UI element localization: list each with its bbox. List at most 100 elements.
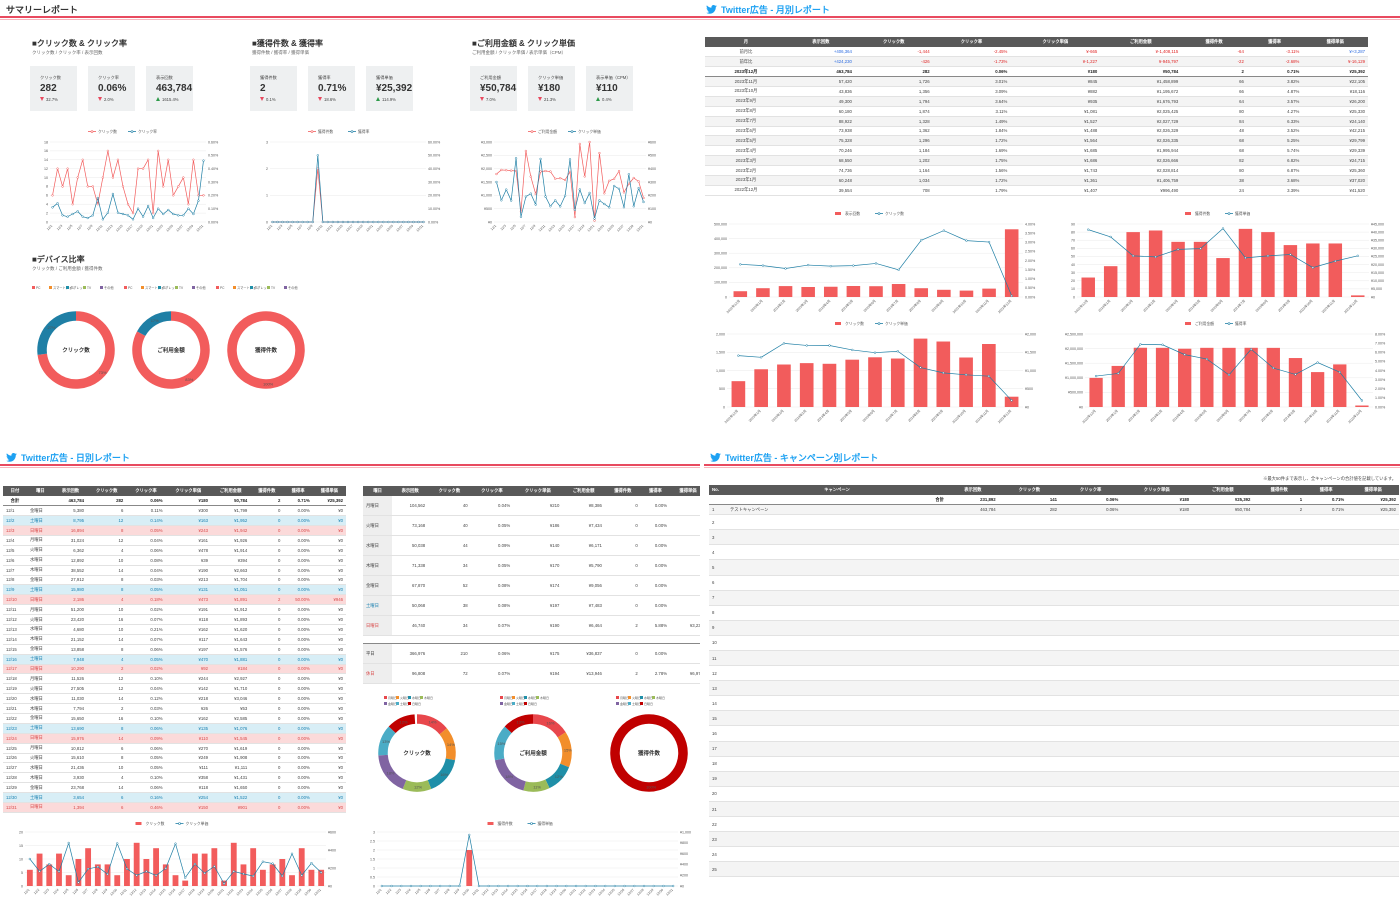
y-tick-label: 10 (19, 857, 23, 861)
table-cell (1121, 786, 1193, 802)
table-cell: 80 (1181, 106, 1247, 117)
table-cell: 12/20 (3, 693, 27, 705)
table-cell: 0.05% (126, 654, 166, 665)
table-cell (1253, 575, 1306, 591)
column-header: 獲得単価 (1302, 37, 1368, 47)
y-tick-label: 6 (46, 194, 48, 198)
y2-tick-label: ¥600 (680, 852, 688, 856)
table-cell: 0.00% (640, 643, 671, 665)
table-cell: 0 (250, 584, 284, 596)
x-tick-label: 12/23 (596, 224, 605, 233)
table-cell (1305, 801, 1348, 818)
data-point (1244, 256, 1247, 259)
data-point (529, 192, 532, 195)
legend-swatch (487, 822, 494, 825)
table-cell: 0.00% (640, 595, 671, 617)
data-point (336, 220, 340, 224)
x-tick-label: 2023年9月 (1276, 298, 1291, 313)
y-tick-label: 500,000 (714, 222, 727, 226)
table-cell: ¥394 (211, 555, 251, 566)
table-cell: 0 (604, 595, 641, 617)
legend-label: 金曜日 (620, 701, 629, 706)
kpi-change: 7.0% (480, 97, 496, 102)
data-point (331, 220, 335, 224)
x-tick-label: 12/9 (529, 224, 536, 231)
table-cell: 8 (87, 723, 127, 734)
table-cell: 0.05% (126, 753, 166, 764)
y2-tick-label: ¥500 (648, 154, 656, 158)
data-point (1311, 266, 1314, 269)
table-cell (1121, 725, 1193, 742)
x-tick-label: 12/4 (404, 888, 411, 895)
table-cell: 4 (87, 654, 127, 665)
bar (914, 288, 929, 297)
kpi-value: ¥25,392 (376, 83, 413, 94)
campaign-title-text: Twitter広告 - キャンペーン別レポート (725, 453, 879, 463)
data-point (554, 199, 557, 202)
data-point (852, 264, 855, 267)
table-cell: ¥180 (1121, 494, 1193, 506)
y2-tick-label: ¥10,000 (1371, 279, 1384, 283)
table-cell: 0.04% (126, 565, 166, 576)
table-cell: 0.00% (283, 762, 313, 774)
table-cell: ¥0 (312, 505, 346, 517)
table-row: 2023年6月 73,938 1,362 1.84% ¥1,488 ¥2,026,329 4… (705, 126, 1368, 137)
table-cell: 0.04% (126, 535, 166, 546)
column-header: 獲得率 (1246, 37, 1303, 47)
campaign-title: Twitter広告 - キャンペーン別レポート (704, 448, 1400, 465)
data-point (96, 203, 99, 206)
x-tick-label: 12/27 (274, 888, 283, 897)
y2-tick-label: 0.30% (208, 180, 219, 184)
table-cell: 4.87% (1246, 86, 1303, 97)
y2-tick-label: 0.20% (208, 194, 219, 198)
table-cell: 金曜日 (26, 505, 54, 517)
table-cell: 0.07% (470, 663, 514, 685)
table-cell: 66 (1181, 86, 1247, 97)
legend-swatch (396, 696, 399, 699)
table-cell (998, 544, 1060, 561)
table-cell: 土曜日 (26, 584, 54, 596)
data-point (642, 884, 646, 888)
table-cell: 日曜日 (26, 525, 54, 536)
table-cell: 0 (250, 782, 284, 794)
data-point (563, 194, 567, 197)
column-header: ご利用金額 (211, 486, 251, 496)
table-row: 18 (709, 756, 1399, 772)
legend-swatch (284, 286, 287, 289)
table-cell: 12/4 (3, 535, 27, 546)
data-point (310, 861, 313, 865)
x-tick-label: 2023年5月 (839, 298, 854, 313)
table-cell (709, 494, 727, 506)
bar (891, 284, 906, 297)
data-point (213, 865, 216, 868)
legend-swatch (640, 696, 643, 699)
data-point (252, 874, 255, 878)
data-point (126, 214, 130, 217)
table-cell (1253, 544, 1306, 561)
bar (1126, 232, 1140, 297)
table-cell: ¥174 (513, 575, 563, 597)
table-cell: 0.71% (1305, 504, 1348, 516)
bar (822, 363, 837, 407)
y-tick-label: 2,000 (716, 332, 725, 336)
data-point (529, 175, 532, 178)
x-tick-label: 2022年12月 (1081, 408, 1097, 424)
table-cell: 日曜日 (363, 615, 393, 637)
table-row: 2023年1月 60,248 1,034 1.72% ¥1,361 ¥1,406,759 3… (705, 175, 1368, 186)
twitter-bird-icon (706, 5, 717, 14)
table-cell: 141 (998, 494, 1060, 506)
table-cell: 0.00% (283, 614, 313, 625)
data-point (86, 185, 89, 188)
table-cell: 合計 (727, 494, 947, 506)
column-header: 曜日 (26, 486, 54, 496)
table-cell: 0 (250, 753, 284, 764)
table-cell: 13,858 (53, 644, 88, 655)
x-tick-label: 12/5 (62, 888, 69, 895)
data-point (361, 220, 365, 224)
x-tick-label: 2023年7月 (885, 298, 900, 313)
table-cell: 2,186 (53, 594, 88, 606)
table-cell (998, 590, 1060, 606)
y-tick-label: 8 (46, 185, 48, 189)
kpi-value: 2 (260, 83, 266, 94)
